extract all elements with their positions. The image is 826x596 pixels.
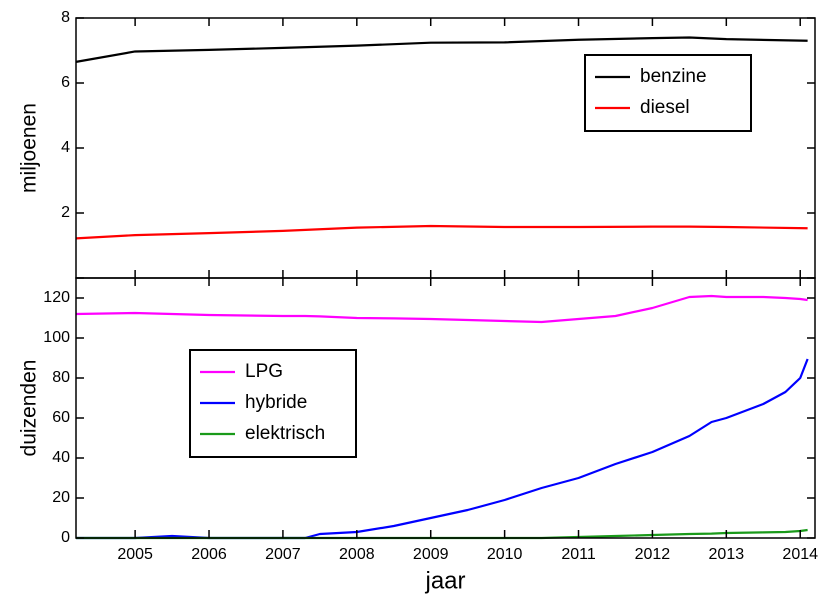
- legend-label: benzine: [640, 66, 707, 87]
- y-tick-label: 4: [61, 139, 70, 156]
- series-line: [75, 36, 808, 63]
- x-tick-label: 2009: [413, 546, 449, 563]
- x-tick-label: 2010: [487, 546, 523, 563]
- x-tick-label: 2005: [117, 546, 153, 563]
- y-tick-label: 2: [61, 204, 70, 221]
- y-tick-label: 60: [52, 409, 70, 426]
- series-line: [75, 224, 808, 240]
- plot-frame: [75, 277, 816, 539]
- y-tick-label: 6: [61, 74, 70, 91]
- legend-box: [584, 54, 752, 132]
- y-tick-label: 20: [52, 489, 70, 506]
- legend-label: LPG: [245, 361, 283, 382]
- x-tick-label: 2014: [782, 546, 818, 563]
- y-tick-label: 100: [43, 329, 70, 346]
- x-axis-label: jaar: [424, 567, 465, 594]
- y-tick-label: 40: [52, 449, 70, 466]
- legend-label: diesel: [640, 97, 690, 118]
- series-line: [75, 294, 808, 324]
- x-tick-label: 2013: [709, 546, 745, 563]
- y-tick-label: 0: [61, 529, 70, 546]
- y-tick-label: 80: [52, 369, 70, 386]
- x-tick-label: 2007: [265, 546, 301, 563]
- x-tick-label: 2011: [561, 546, 596, 563]
- x-tick-label: 2006: [191, 546, 227, 563]
- y-tick-label: 120: [43, 289, 70, 306]
- x-tick-label: 2012: [635, 546, 671, 563]
- series-line: [76, 358, 809, 540]
- y-axis-label: duizenden: [18, 360, 41, 457]
- legend-label: elektrisch: [245, 423, 325, 444]
- legend-label: hybride: [245, 392, 307, 413]
- y-tick-label: 8: [61, 9, 70, 26]
- y-axis-label: miljoenen: [18, 103, 41, 193]
- x-tick-label: 2008: [339, 546, 375, 563]
